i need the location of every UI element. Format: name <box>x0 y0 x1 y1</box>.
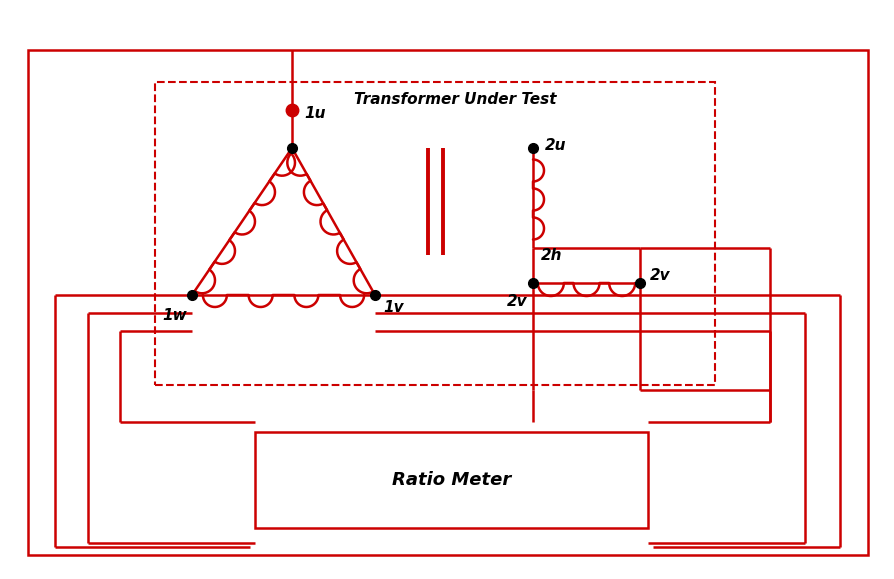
Bar <box>155 82 714 385</box>
Text: 2v: 2v <box>507 294 527 309</box>
Text: 2v: 2v <box>649 267 670 283</box>
Text: 2u: 2u <box>544 137 566 152</box>
Text: 1v: 1v <box>383 299 403 314</box>
Text: 1u: 1u <box>304 107 325 122</box>
Bar <box>28 50 867 555</box>
Text: 1w: 1w <box>162 307 187 323</box>
Bar <box>255 432 647 528</box>
Text: Ratio Meter: Ratio Meter <box>392 471 510 489</box>
Text: 2h: 2h <box>540 248 561 263</box>
Text: Transformer Under Test: Transformer Under Test <box>353 93 556 108</box>
